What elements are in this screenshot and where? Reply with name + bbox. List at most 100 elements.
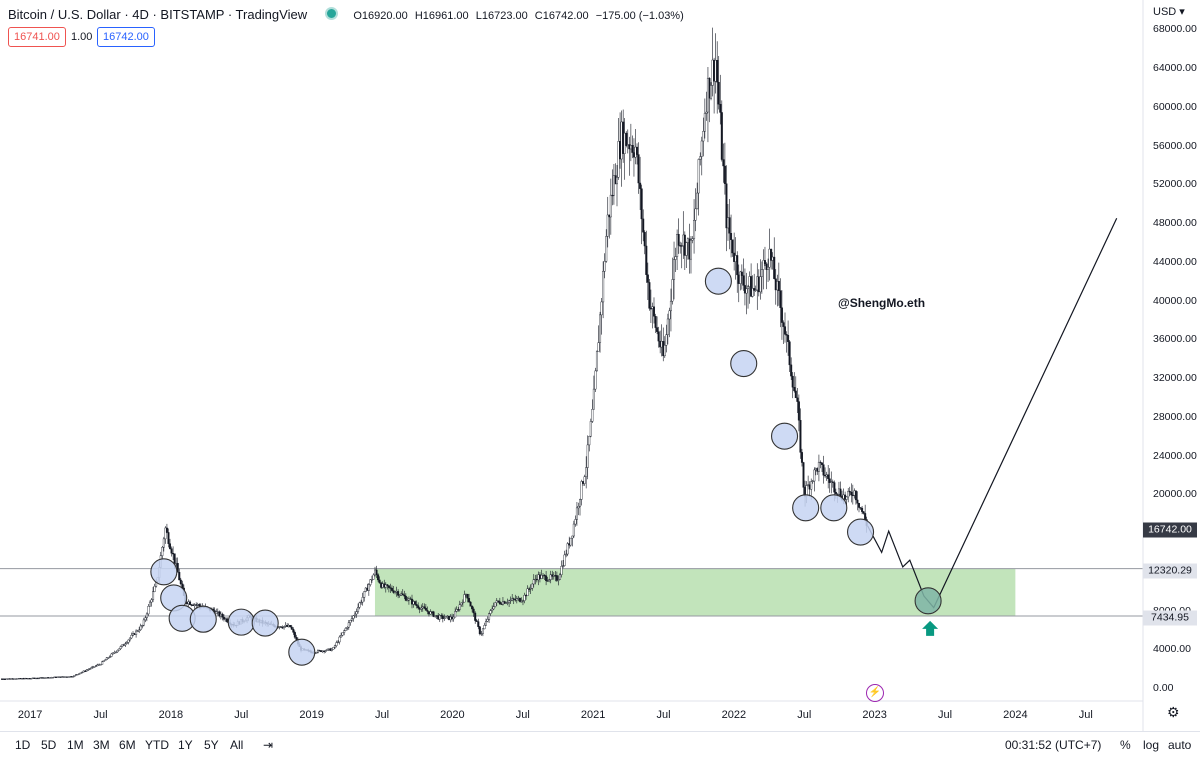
candle-body [290, 626, 293, 630]
candle-body [645, 245, 648, 275]
x-tick-label: 2023 [862, 709, 887, 721]
support-circle-marker [704, 267, 732, 295]
candle-body [390, 587, 393, 591]
candle-body [84, 670, 87, 672]
sell-price-button[interactable]: 16741.00 [8, 27, 66, 47]
candle-body [796, 397, 799, 402]
candle-body [710, 85, 713, 99]
y-tick-label: 20000.00 [1153, 488, 1197, 501]
candle-body [723, 165, 726, 184]
clock-time[interactable]: 00:31:52 (UTC+7) [1005, 738, 1102, 752]
range-button-ytd[interactable]: YTD [145, 738, 169, 752]
range-button-5y[interactable]: 5Y [204, 738, 219, 752]
candle-body [341, 632, 344, 636]
y-tick-label: 24000.00 [1153, 449, 1197, 462]
candle-body [115, 651, 118, 653]
candle-body [739, 271, 742, 284]
candle-body [777, 281, 780, 291]
candle-body [330, 648, 333, 651]
calendar-goto-icon[interactable]: ⇥ [263, 738, 274, 752]
candle-body [674, 256, 677, 260]
candle-body [609, 194, 612, 218]
candle-body [800, 452, 803, 463]
candle-body [161, 546, 164, 556]
candle-body [784, 326, 787, 335]
gear-icon[interactable]: ⚙ [1167, 704, 1180, 720]
candle-body [625, 132, 628, 146]
candle-body [586, 444, 589, 468]
range-button-1d[interactable]: 1D [15, 738, 31, 752]
candle-body [697, 159, 700, 194]
candle-body [773, 256, 776, 279]
candle-body [498, 601, 501, 604]
candle-body [125, 642, 128, 644]
x-tick-label: Jul [937, 709, 953, 721]
log-toggle[interactable]: log [1143, 738, 1160, 752]
buy-price-button[interactable]: 16742.00 [97, 27, 155, 47]
candle-body [540, 574, 543, 579]
currency-selector[interactable]: USD ▾ [1153, 6, 1185, 18]
candle-body [663, 345, 666, 357]
percent-toggle[interactable]: % [1120, 738, 1131, 752]
candle-body [346, 627, 349, 629]
range-button-all[interactable]: All [230, 738, 244, 752]
candle-body [332, 647, 335, 650]
candle-body [357, 606, 360, 612]
x-tick-label: Jul [656, 709, 671, 721]
candle-body [414, 601, 417, 605]
y-tick-label: 36000.00 [1153, 333, 1197, 346]
candle-body [665, 334, 668, 346]
ohlc-values: O16920.00 H16961.00 L16723.00 C16742.00 … [353, 10, 687, 22]
candle-body [521, 600, 524, 602]
y-tick-label: 60000.00 [1153, 100, 1197, 113]
range-button-1y[interactable]: 1Y [178, 738, 193, 752]
x-tick-label: 2022 [721, 709, 747, 721]
candle-body [566, 543, 569, 555]
candle-body [689, 239, 692, 260]
range-button-6m[interactable]: 6M [119, 738, 136, 752]
support-circle-marker [227, 608, 255, 636]
candle-body [740, 271, 743, 276]
price-chart[interactable] [0, 0, 1200, 731]
candle-body [426, 610, 429, 612]
range-button-5d[interactable]: 5D [41, 738, 57, 752]
x-tick-label: Jul [1078, 709, 1093, 721]
candle-body [367, 584, 370, 591]
candle-body [848, 490, 851, 493]
ohlc-low: L16723.00 [475, 10, 528, 22]
candle-body [700, 140, 703, 157]
candle-body [404, 595, 407, 601]
lightning-icon[interactable]: ⚡ [866, 684, 884, 702]
range-button-3m[interactable]: 3M [93, 738, 110, 752]
candle-body [352, 615, 355, 619]
candle-body [148, 601, 151, 607]
candle-body [722, 159, 725, 167]
candle-body [136, 630, 139, 632]
candle-body [802, 462, 805, 488]
candle-body [173, 553, 176, 564]
candle-body [677, 234, 680, 246]
candle-body [656, 327, 659, 332]
candle-body [810, 481, 813, 490]
candle-body [602, 271, 605, 303]
range-button-1m[interactable]: 1M [67, 738, 84, 752]
candle-body [102, 660, 105, 662]
candle-body [699, 156, 702, 160]
support-circle-marker [251, 609, 279, 637]
candle-body [850, 491, 853, 496]
candle-body [716, 60, 719, 83]
symbol-title[interactable]: Bitcoin / U.S. Dollar · 4D · BITSTAMP · … [8, 7, 308, 22]
candle-body [639, 182, 642, 189]
candle-body [486, 619, 489, 622]
candle-body [484, 621, 487, 626]
candle-body [358, 602, 361, 608]
lot-size: 1.00 [71, 31, 93, 43]
x-tick-label: 2021 [580, 709, 606, 721]
candle-body [369, 579, 372, 585]
candle-body [520, 601, 523, 603]
auto-toggle[interactable]: auto [1168, 738, 1192, 752]
candle-body [562, 565, 565, 567]
candle-body [512, 598, 515, 600]
candle-body [611, 194, 614, 197]
candle-body [831, 481, 834, 483]
